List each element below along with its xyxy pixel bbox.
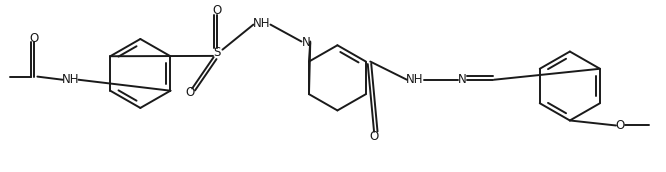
Text: O: O [185,86,194,99]
Text: S: S [214,46,221,59]
Text: O: O [29,33,39,45]
Text: N: N [302,36,310,49]
Text: NH: NH [406,73,424,86]
Text: N: N [458,73,467,86]
Text: NH: NH [62,73,80,86]
Text: O: O [616,119,625,132]
Text: O: O [212,4,222,17]
Text: O: O [370,130,379,143]
Text: NH: NH [253,17,270,30]
